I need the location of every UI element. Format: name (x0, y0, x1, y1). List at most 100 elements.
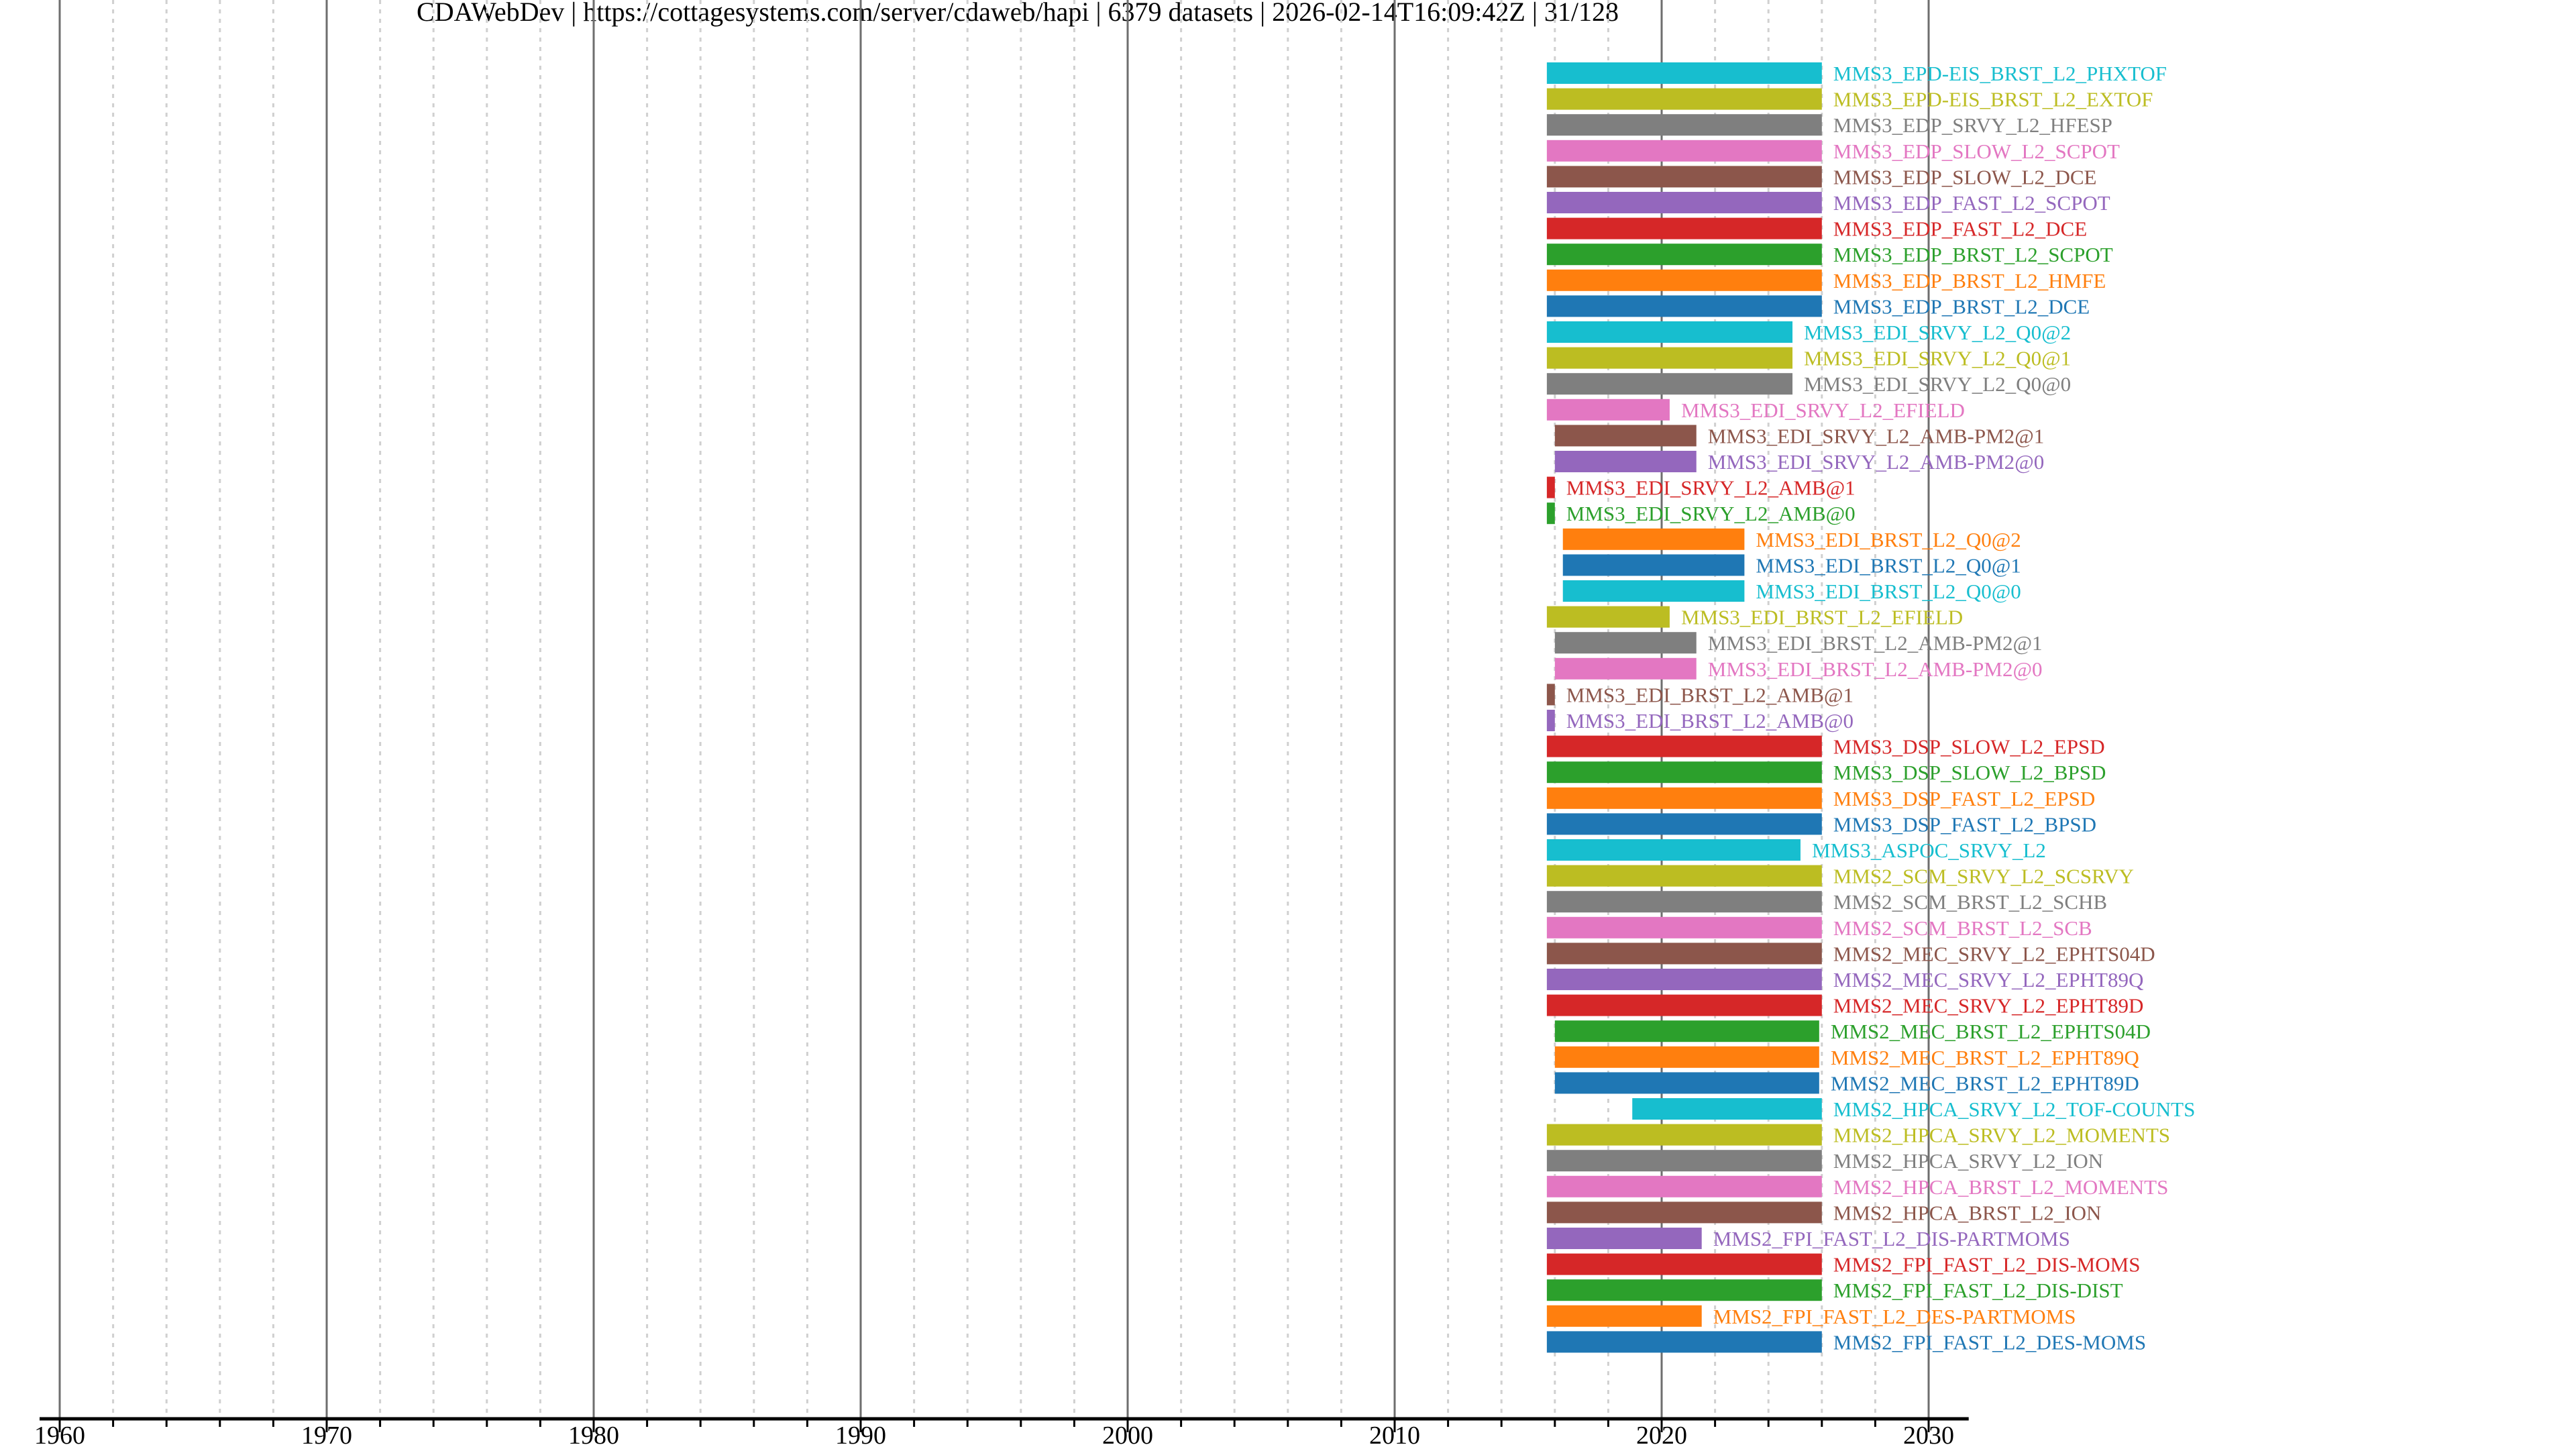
dataset-label: MMS3_EDI_BRST_L2_Q0@1 (1756, 553, 2021, 577)
timeline-bar (1546, 761, 1822, 784)
dataset-label: MMS2_FPI_FAST_L2_DIS-DIST (1833, 1279, 2123, 1302)
timeline-bar (1546, 114, 1822, 136)
timeline-bar (1546, 813, 1822, 835)
dataset-label: MMS3_EDI_SRVY_L2_Q0@2 (1804, 321, 2071, 344)
timeline-bar (1546, 166, 1822, 188)
timeline-bar (1554, 1020, 1819, 1042)
timeline-bar (1554, 451, 1697, 472)
dataset-label: MMS2_HPCA_BRST_L2_MOMENTS (1833, 1175, 2169, 1199)
timeline-bar (1546, 735, 1822, 757)
dataset-label: MMS3_EDI_SRVY_L2_AMB-PM2@1 (1708, 424, 2044, 447)
timeline-bar (1632, 1098, 1822, 1120)
timeline-bar (1546, 373, 1793, 395)
dataset-label: MMS3_EDP_FAST_L2_SCPOT (1833, 191, 2110, 215)
timeline-bar (1554, 657, 1697, 680)
timeline-bar (1546, 502, 1555, 525)
dataset-label: MMS2_FPI_FAST_L2_DIS-PARTMOMS (1713, 1227, 2070, 1250)
dataset-label: MMS3_EDI_BRST_L2_AMB-PM2@0 (1708, 657, 2043, 681)
timeline-bar (1554, 425, 1697, 447)
timeline-bar (1546, 1331, 1822, 1353)
timeline-bar (1546, 916, 1822, 938)
timeline-bar (1546, 398, 1670, 421)
timeline-bar (1546, 347, 1793, 369)
chart-title: CDAWebDev | https://cottagesystems.com/s… (417, 0, 1619, 27)
x-tick-label: 2020 (1636, 1421, 1687, 1449)
timeline-bar (1546, 943, 1822, 965)
dataset-label: MMS3_EDP_BRST_L2_SCPOT (1833, 243, 2113, 266)
dataset-label: MMS2_SCM_BRST_L2_SCB (1833, 916, 2092, 940)
timeline-bar (1554, 1072, 1819, 1094)
dataset-label: MMS3_EDI_BRST_L2_Q0@0 (1756, 580, 2021, 603)
dataset-label: MMS3_EDI_SRVY_L2_Q0@1 (1804, 347, 2071, 370)
dataset-label: MMS3_EDI_BRST_L2_AMB@0 (1566, 709, 1854, 733)
dataset-label: MMS3_ASPOC_SRVY_L2 (1812, 839, 2046, 862)
dataset-label: MMS3_EDI_SRVY_L2_Q0@0 (1804, 372, 2071, 396)
dataset-label: MMS3_EDI_SRVY_L2_AMB-PM2@0 (1708, 450, 2044, 474)
timeline-bar (1546, 865, 1822, 887)
timeline-bar (1546, 1150, 1822, 1172)
dataset-label: MMS3_EDP_BRST_L2_HMFE (1833, 269, 2106, 292)
timeline-bar (1546, 1175, 1822, 1197)
timeline-bar (1546, 839, 1801, 861)
timeline-bar (1546, 321, 1793, 343)
timeline-bar (1546, 1228, 1702, 1249)
dataset-label: MMS2_FPI_FAST_L2_DES-PARTMOMS (1713, 1305, 2076, 1328)
dataset-label: MMS2_HPCA_SRVY_L2_MOMENTS (1833, 1124, 2170, 1147)
timeline-bar (1546, 891, 1822, 913)
dataset-label: MMS3_EDI_SRVY_L2_AMB@1 (1566, 476, 1856, 500)
timeline-bar (1546, 1279, 1822, 1301)
dataset-label: MMS2_MEC_BRST_L2_EPHT89Q (1831, 1046, 2139, 1069)
dataset-label: MMS3_EDP_FAST_L2_DCE (1833, 217, 2087, 241)
x-tick-label: 1980 (568, 1421, 619, 1449)
dataset-label: MMS3_EDI_BRST_L2_EFIELD (1681, 606, 1963, 629)
dataset-label: MMS3_EDI_BRST_L2_AMB-PM2@1 (1708, 631, 2043, 655)
dataset-label: MMS2_HPCA_SRVY_L2_TOF-COUNTS (1833, 1097, 2196, 1121)
timeline-bar (1554, 632, 1697, 654)
timeline-bar (1546, 684, 1555, 706)
timeline-bar (1546, 295, 1822, 317)
timeline-bar (1546, 1253, 1822, 1275)
dataset-label: MMS3_DSP_FAST_L2_BPSD (1833, 812, 2096, 836)
timeline-bar (1546, 62, 1822, 84)
timeline-bar (1546, 140, 1822, 162)
timeline-bar (1546, 88, 1822, 110)
timeline-bar (1546, 1201, 1822, 1224)
dataset-label: MMS3_EDP_BRST_L2_DCE (1833, 294, 2090, 318)
dataset-label: MMS2_MEC_SRVY_L2_EPHT89Q (1833, 968, 2144, 991)
timeline-bar (1546, 1305, 1702, 1327)
dataset-label: MMS3_DSP_SLOW_L2_BPSD (1833, 761, 2106, 784)
timeline-bar (1546, 606, 1670, 628)
x-tick-label: 1990 (835, 1421, 886, 1449)
dataset-label: MMS3_EDI_BRST_L2_AMB@1 (1566, 683, 1854, 706)
dataset-label: MMS3_EDP_SLOW_L2_SCPOT (1833, 140, 2120, 163)
x-tick-label: 1960 (34, 1421, 85, 1449)
dataset-label: MMS3_EDP_SLOW_L2_DCE (1833, 165, 2097, 189)
dataset-label: MMS2_HPCA_SRVY_L2_ION (1833, 1149, 2103, 1173)
timeline-bar (1546, 192, 1822, 213)
dataset-label: MMS2_HPCA_BRST_L2_ION (1833, 1201, 2102, 1224)
timeline-bar (1546, 994, 1822, 1016)
dataset-label: MMS2_FPI_FAST_L2_DIS-MOMS (1833, 1253, 2141, 1277)
timeline-bar (1546, 476, 1555, 498)
dataset-label: MMS3_DSP_FAST_L2_EPSD (1833, 787, 2095, 810)
timeline-bar (1562, 554, 1745, 576)
x-tick-label: 2000 (1102, 1421, 1153, 1449)
timeline-bar (1546, 710, 1555, 731)
dataset-label: MMS3_EPD-EIS_BRST_L2_PHXTOF (1833, 62, 2167, 85)
dataset-label: MMS3_EPD-EIS_BRST_L2_EXTOF (1833, 88, 2153, 111)
x-tick-label: 2030 (1903, 1421, 1954, 1449)
dataset-label: MMS2_SCM_SRVY_L2_SCSRVY (1833, 865, 2134, 888)
dataset-label: MMS2_MEC_SRVY_L2_EPHT89D (1833, 994, 2144, 1018)
timeline-bar (1546, 269, 1822, 291)
dataset-label: MMS3_EDI_SRVY_L2_AMB@0 (1566, 502, 1856, 525)
x-tick-label: 1970 (301, 1421, 352, 1449)
dataset-label: MMS2_MEC_SRVY_L2_EPHTS04D (1833, 942, 2155, 965)
timeline-bar (1546, 217, 1822, 239)
timeline-bar (1546, 1124, 1822, 1146)
dataset-label: MMS3_EDP_SRVY_L2_HFESP (1833, 113, 2112, 137)
dataset-label: MMS2_MEC_BRST_L2_EPHT89D (1831, 1071, 2139, 1095)
dataset-label: MMS2_FPI_FAST_L2_DES-MOMS (1833, 1330, 2146, 1354)
timeline-bar (1546, 969, 1822, 990)
dataset-label: MMS3_EDI_SRVY_L2_EFIELD (1681, 398, 1965, 422)
